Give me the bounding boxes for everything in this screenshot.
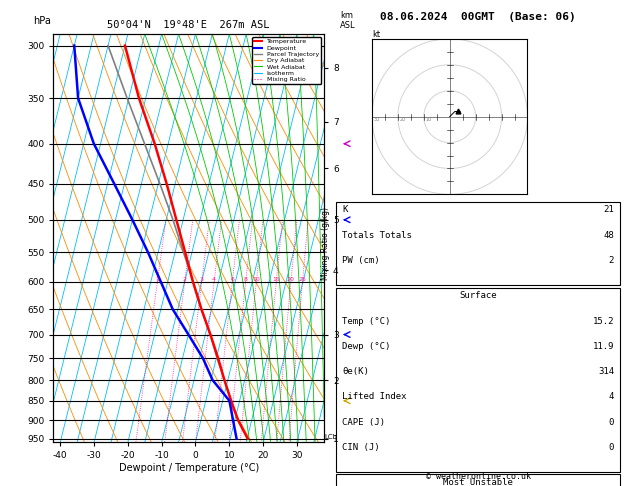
Text: CAPE (J): CAPE (J) [342,417,385,427]
Text: CIN (J): CIN (J) [342,443,380,452]
Text: 25: 25 [299,277,306,282]
Text: 6: 6 [230,277,234,282]
Text: PW (cm): PW (cm) [342,256,380,265]
Text: 11.9: 11.9 [593,342,614,351]
Text: 15.2: 15.2 [593,316,614,326]
Text: Mixing Ratio (g/kg): Mixing Ratio (g/kg) [321,207,330,279]
Text: 20: 20 [287,277,295,282]
Legend: Temperature, Dewpoint, Parcel Trajectory, Dry Adiabat, Wet Adiabat, Isotherm, Mi: Temperature, Dewpoint, Parcel Trajectory… [252,37,321,84]
Text: 1: 1 [155,277,159,282]
Text: 3: 3 [199,277,204,282]
Text: hPa: hPa [33,16,51,26]
Text: θe(K): θe(K) [342,367,369,376]
Text: 0: 0 [609,417,614,427]
Text: 15: 15 [272,277,280,282]
Bar [336,288,620,472]
Text: Dewp (°C): Dewp (°C) [342,342,391,351]
Text: Most Unstable: Most Unstable [443,478,513,486]
Text: 314: 314 [598,367,614,376]
X-axis label: Dewpoint / Temperature (°C): Dewpoint / Temperature (°C) [119,463,259,473]
Text: 4: 4 [212,277,216,282]
Bar [336,202,620,285]
Text: Surface: Surface [459,291,497,300]
Text: © weatheronline.co.uk: © weatheronline.co.uk [426,472,530,481]
Text: 08.06.2024  00GMT  (Base: 06): 08.06.2024 00GMT (Base: 06) [380,12,576,22]
Text: 10: 10 [425,117,431,122]
Text: 4: 4 [609,392,614,401]
Text: Totals Totals: Totals Totals [342,231,412,240]
Text: 20: 20 [399,117,406,122]
Text: 30: 30 [373,117,379,122]
Text: Lifted Index: Lifted Index [342,392,406,401]
Text: LCL: LCL [325,434,337,440]
Text: Temp (°C): Temp (°C) [342,316,391,326]
Title: 50°04'N  19°48'E  267m ASL: 50°04'N 19°48'E 267m ASL [108,20,270,31]
Text: km
ASL: km ASL [340,11,356,30]
Text: K: K [342,206,347,214]
Text: 10: 10 [252,277,260,282]
Text: 21: 21 [603,206,614,214]
Text: 8: 8 [244,277,248,282]
Text: 2: 2 [609,256,614,265]
Text: kt: kt [372,30,380,39]
Text: 0: 0 [609,443,614,452]
Bar [336,474,620,486]
Text: 2: 2 [182,277,187,282]
Text: 48: 48 [603,231,614,240]
